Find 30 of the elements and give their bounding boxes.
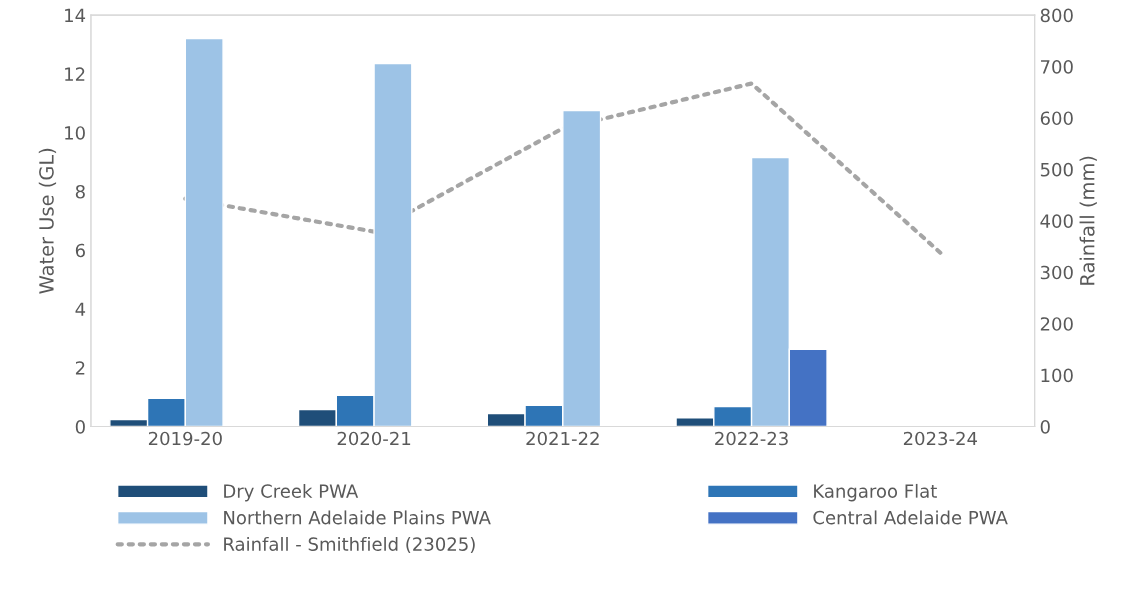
x-tick-label: 2023-24 xyxy=(903,431,978,446)
y-tick-label: 14 xyxy=(65,8,86,22)
y2-tick-label: 300 xyxy=(1040,265,1073,280)
y-tick-label: 0 xyxy=(75,419,85,434)
line-series xyxy=(183,81,943,255)
y-tick-label: 2 xyxy=(75,361,85,375)
y2-tick-label: 500 xyxy=(1040,162,1073,177)
y-tick-label: 6 xyxy=(75,243,85,258)
y2-tick-label: 600 xyxy=(1040,111,1073,126)
legend-label: Dry Creek PWA xyxy=(224,483,359,502)
y2-tick-label: 0 xyxy=(1040,419,1050,434)
y2-tick-label: 200 xyxy=(1040,317,1073,331)
legend-label: Northern Adelaide Plains PWA xyxy=(224,510,491,525)
legend-label: Rainfall - Smithfield (23025) xyxy=(224,536,475,554)
y2-tick-label: 700 xyxy=(1041,60,1073,74)
y2-tick-label: 400 xyxy=(1040,214,1073,228)
x-tick-label: 2022-23 xyxy=(715,431,788,446)
legend-label: Central Adelaide PWA xyxy=(813,510,1008,525)
legend-label: Kangaroo Flat xyxy=(814,483,937,502)
y-tick-label: 4 xyxy=(75,302,86,316)
y2-tick-label: 800 xyxy=(1040,8,1073,23)
y2-tick-label: 100 xyxy=(1041,368,1073,383)
y-tick-label: 12 xyxy=(65,67,85,81)
x-tick-label: 2020-21 xyxy=(337,431,411,446)
x-tick-label: 2021-22 xyxy=(526,431,599,446)
x-tick-label: 2019-20 xyxy=(148,431,222,446)
y-axis-title: Water Use (GL) xyxy=(38,148,57,294)
y2-axis-title: Rainfall (mm) xyxy=(1079,156,1097,285)
y-tick-label: 10 xyxy=(65,126,85,140)
y-tick-label: 8 xyxy=(75,184,85,199)
